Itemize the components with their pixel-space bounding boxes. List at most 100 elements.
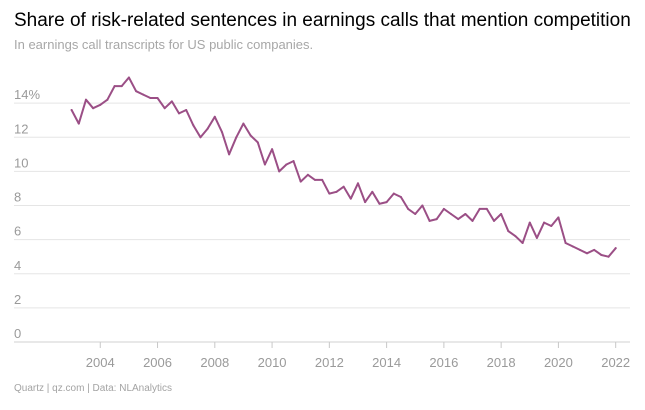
- data-point: [457, 218, 460, 221]
- data-point: [535, 236, 538, 239]
- data-point: [478, 207, 481, 210]
- data-point: [607, 255, 610, 258]
- data-point: [113, 85, 116, 88]
- data-point: [450, 213, 453, 216]
- data-point: [521, 242, 524, 245]
- x-tick-label: 2014: [372, 355, 401, 370]
- y-axis-ticks: 0 2 4 6 8 10 12 14%: [14, 87, 40, 341]
- data-point: [421, 204, 424, 207]
- chart-subtitle: In earnings call transcripts for US publ…: [14, 37, 314, 52]
- data-point: [385, 201, 388, 204]
- x-tick-label: 2010: [258, 355, 287, 370]
- data-point: [507, 230, 510, 233]
- data-point: [70, 108, 73, 111]
- data-point: [314, 178, 317, 181]
- x-tick-label: 2006: [143, 355, 172, 370]
- data-point: [321, 178, 324, 181]
- data-point: [349, 197, 352, 200]
- data-point: [206, 127, 209, 130]
- x-tick-label: 2020: [544, 355, 573, 370]
- data-point: [571, 245, 574, 248]
- data-point: [600, 253, 603, 256]
- y-tick-label: 6: [14, 224, 21, 239]
- y-tick-label: 12: [14, 121, 28, 136]
- data-point: [614, 247, 617, 250]
- data-point: [586, 252, 589, 255]
- data-point: [99, 103, 102, 106]
- data-point: [564, 242, 567, 245]
- data-point: [471, 219, 474, 222]
- data-point: [170, 100, 173, 103]
- y-tick-label: 10: [14, 155, 28, 170]
- data-point: [135, 90, 138, 93]
- data-point: [156, 97, 159, 100]
- series-line: [70, 76, 617, 258]
- data-point: [292, 160, 295, 163]
- data-point: [414, 213, 417, 216]
- data-point: [142, 93, 145, 96]
- y-tick-label: 2: [14, 292, 21, 307]
- x-tick-label: 2008: [200, 355, 229, 370]
- data-point: [550, 224, 553, 227]
- data-point: [342, 185, 345, 188]
- data-point: [120, 85, 123, 88]
- y-tick-label: 4: [14, 258, 21, 273]
- data-point: [278, 170, 281, 173]
- data-point: [399, 195, 402, 198]
- data-point: [371, 190, 374, 193]
- data-point: [335, 190, 338, 193]
- source-note: Quartz | qz.com | Data: NLAnalytics: [14, 383, 173, 394]
- data-point: [178, 112, 181, 115]
- data-point: [356, 182, 359, 185]
- data-point: [485, 207, 488, 210]
- grid-lines: [14, 102, 630, 343]
- data-point: [213, 115, 216, 118]
- data-point: [185, 108, 188, 111]
- data-point: [407, 207, 410, 210]
- data-point: [92, 107, 95, 110]
- data-point: [271, 148, 274, 151]
- chart-title: Share of risk-related sentences in earni…: [14, 10, 631, 31]
- data-point: [249, 134, 252, 137]
- x-tick-label: 2004: [86, 355, 115, 370]
- data-point: [306, 173, 309, 176]
- data-point: [106, 98, 109, 101]
- data-point: [464, 213, 467, 216]
- y-tick-label: 0: [14, 326, 21, 341]
- x-tick-label: 2016: [429, 355, 458, 370]
- data-point: [228, 153, 231, 156]
- data-point: [199, 136, 202, 139]
- data-point: [442, 207, 445, 210]
- data-point: [514, 235, 517, 238]
- x-tick-label: 2012: [315, 355, 344, 370]
- data-point: [543, 221, 546, 224]
- data-point: [163, 107, 166, 110]
- y-tick-label: 14%: [14, 87, 40, 102]
- data-point: [84, 98, 87, 101]
- data-point: [435, 218, 438, 221]
- data-point: [242, 122, 245, 125]
- data-point: [593, 248, 596, 251]
- data-point: [127, 76, 130, 79]
- data-point: [256, 141, 259, 144]
- x-axis-ticks: 2004 2006 2008 2010 2012 2014 2016 2018 2020 2022: [86, 342, 630, 370]
- y-tick-label: 8: [14, 190, 21, 205]
- data-point: [328, 192, 331, 195]
- data-point: [220, 131, 223, 134]
- data-point: [285, 163, 288, 166]
- data-point: [299, 180, 302, 183]
- data-point: [492, 219, 495, 222]
- data-point: [392, 192, 395, 195]
- data-point: [557, 216, 560, 219]
- x-tick-label: 2022: [601, 355, 630, 370]
- data-point: [364, 201, 367, 204]
- data-point: [528, 221, 531, 224]
- series-layer: [70, 76, 617, 258]
- data-point: [235, 136, 238, 139]
- data-point: [77, 122, 80, 125]
- data-point: [263, 163, 266, 166]
- data-point: [500, 213, 503, 216]
- data-point: [378, 202, 381, 205]
- data-point: [192, 124, 195, 127]
